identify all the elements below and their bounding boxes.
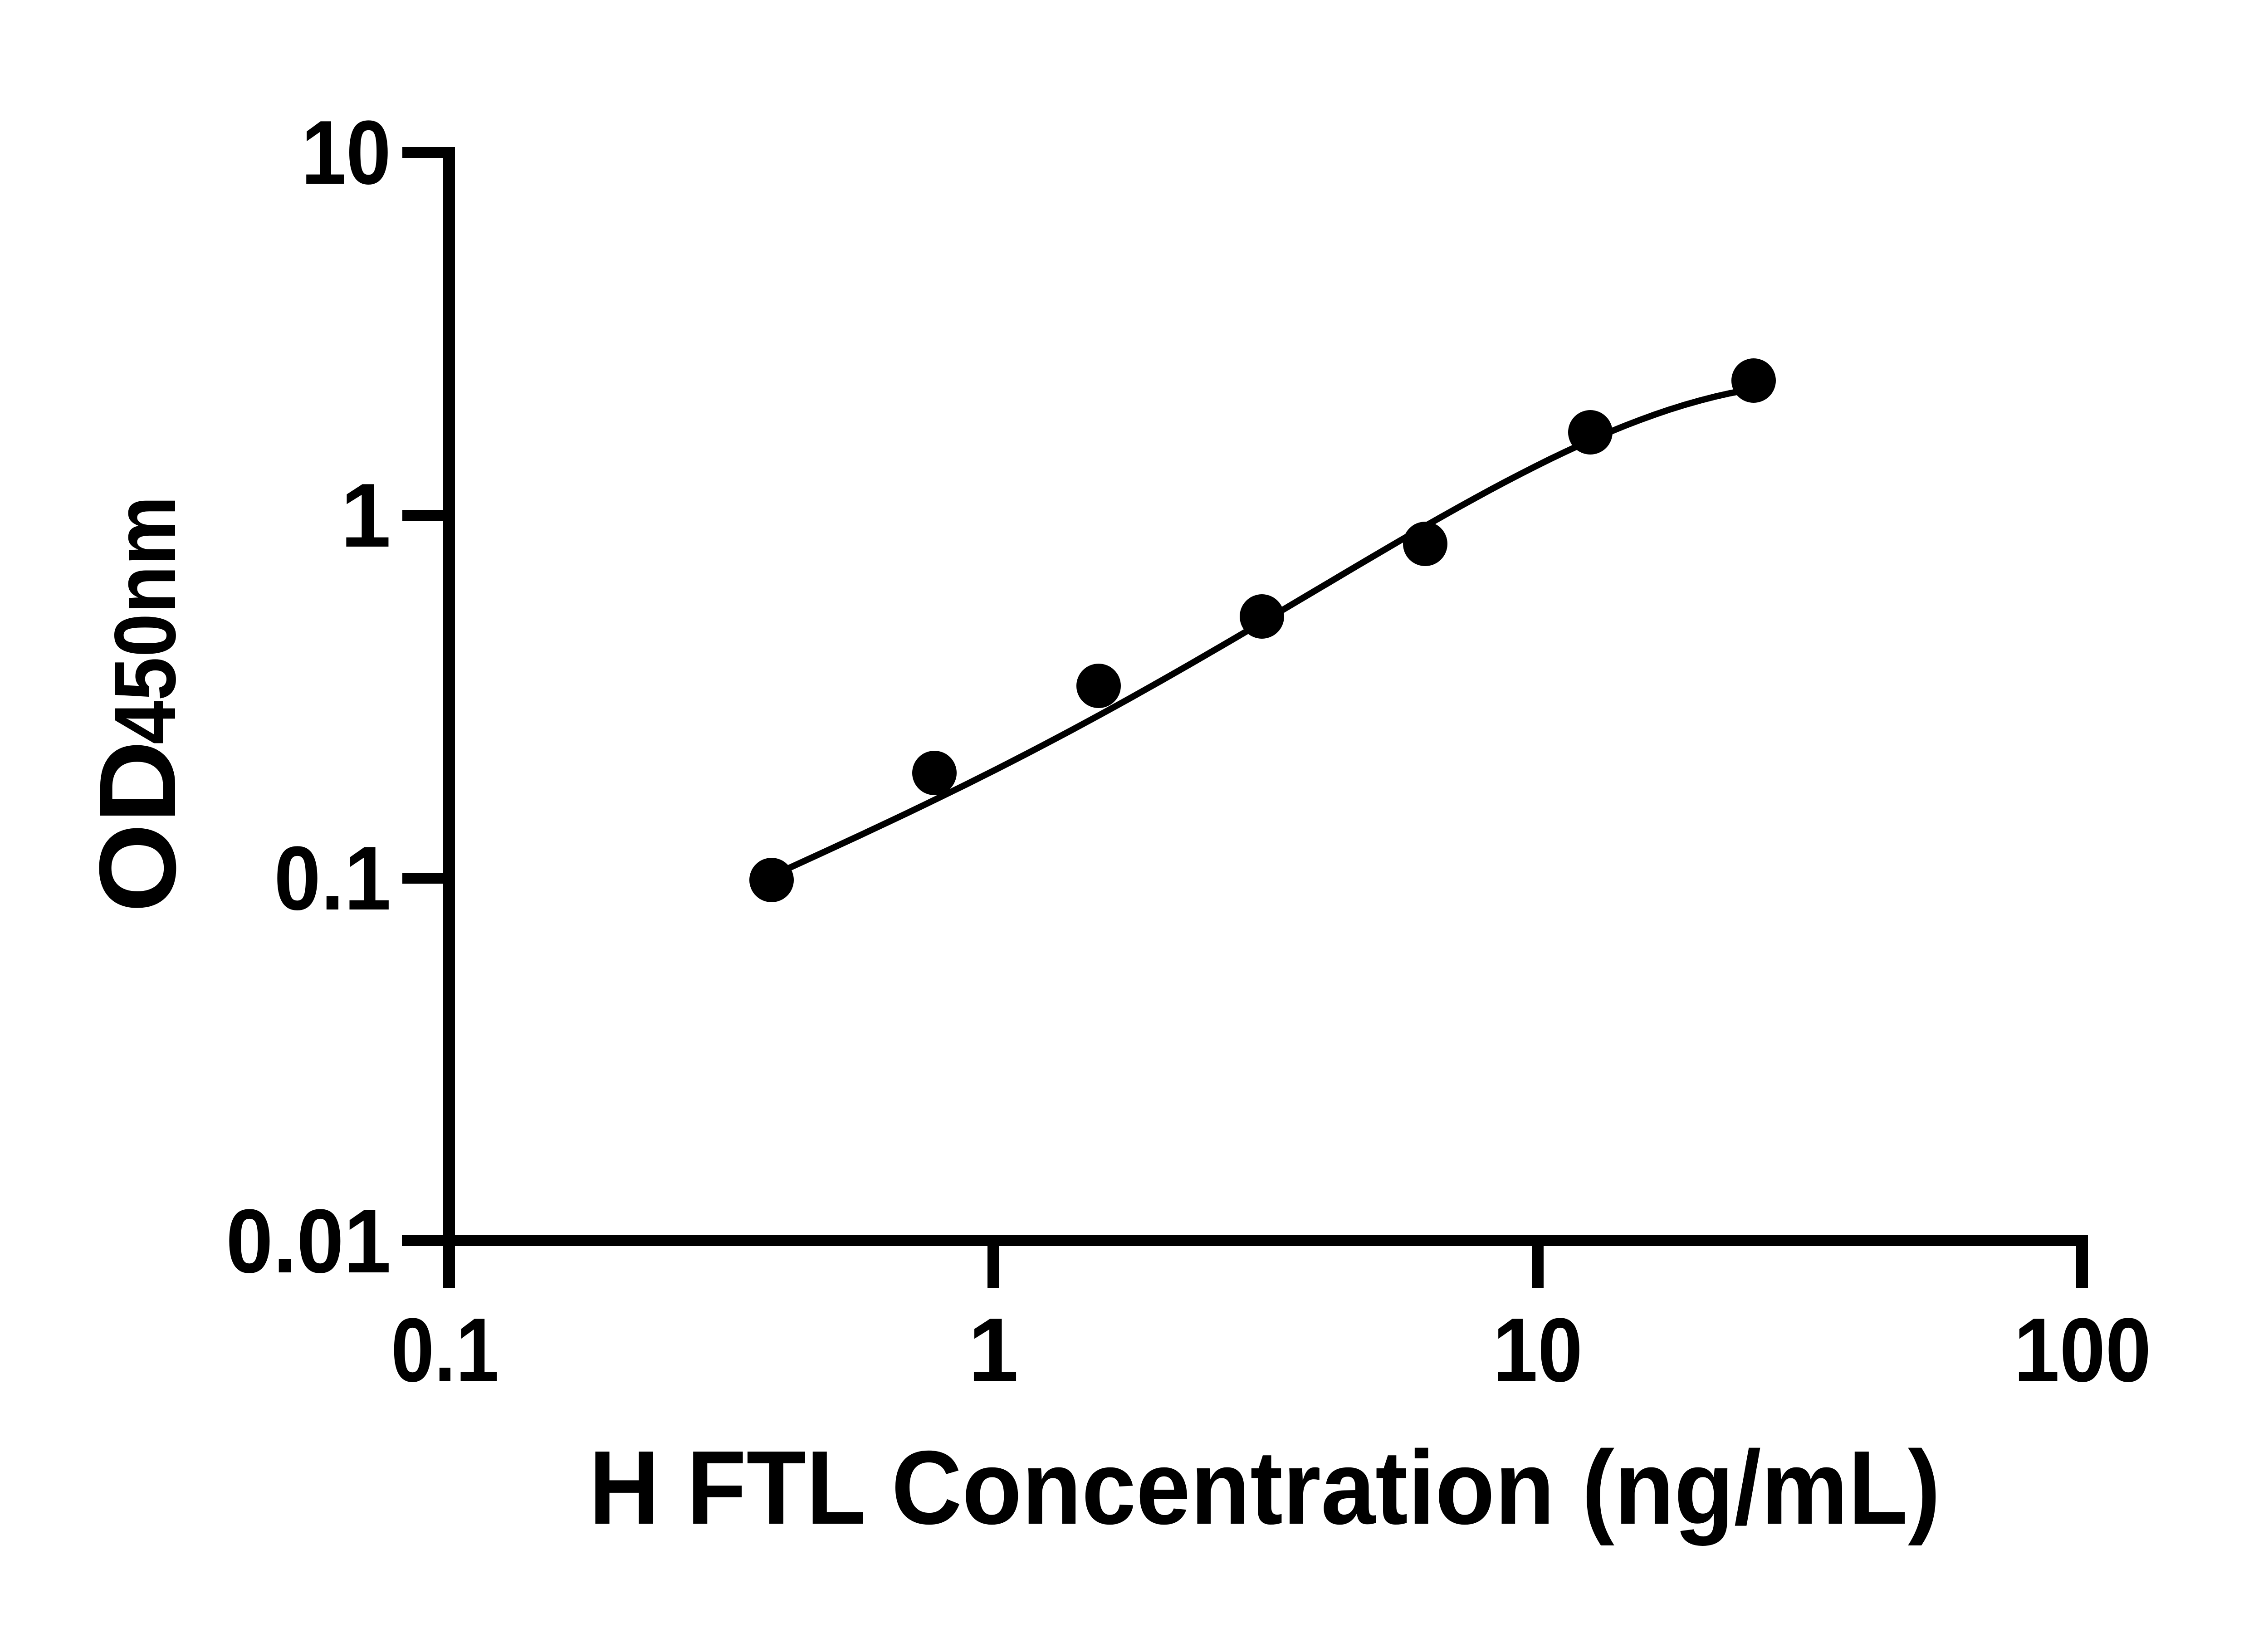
- svg-text:H FTL Concentration (ng/mL): H FTL Concentration (ng/mL): [589, 1429, 1941, 1546]
- svg-text:1: 1: [341, 465, 391, 566]
- svg-text:0.01: 0.01: [226, 1191, 391, 1292]
- svg-text:1: 1: [968, 1300, 1018, 1401]
- svg-text:450nm: 450nm: [96, 496, 194, 744]
- svg-text:0.1: 0.1: [391, 1300, 499, 1401]
- svg-text:100: 100: [2014, 1300, 2151, 1401]
- svg-text:0.1: 0.1: [274, 828, 391, 929]
- svg-text:OD: OD: [77, 740, 198, 913]
- svg-text:10: 10: [301, 102, 391, 203]
- svg-text:10: 10: [1493, 1300, 1583, 1401]
